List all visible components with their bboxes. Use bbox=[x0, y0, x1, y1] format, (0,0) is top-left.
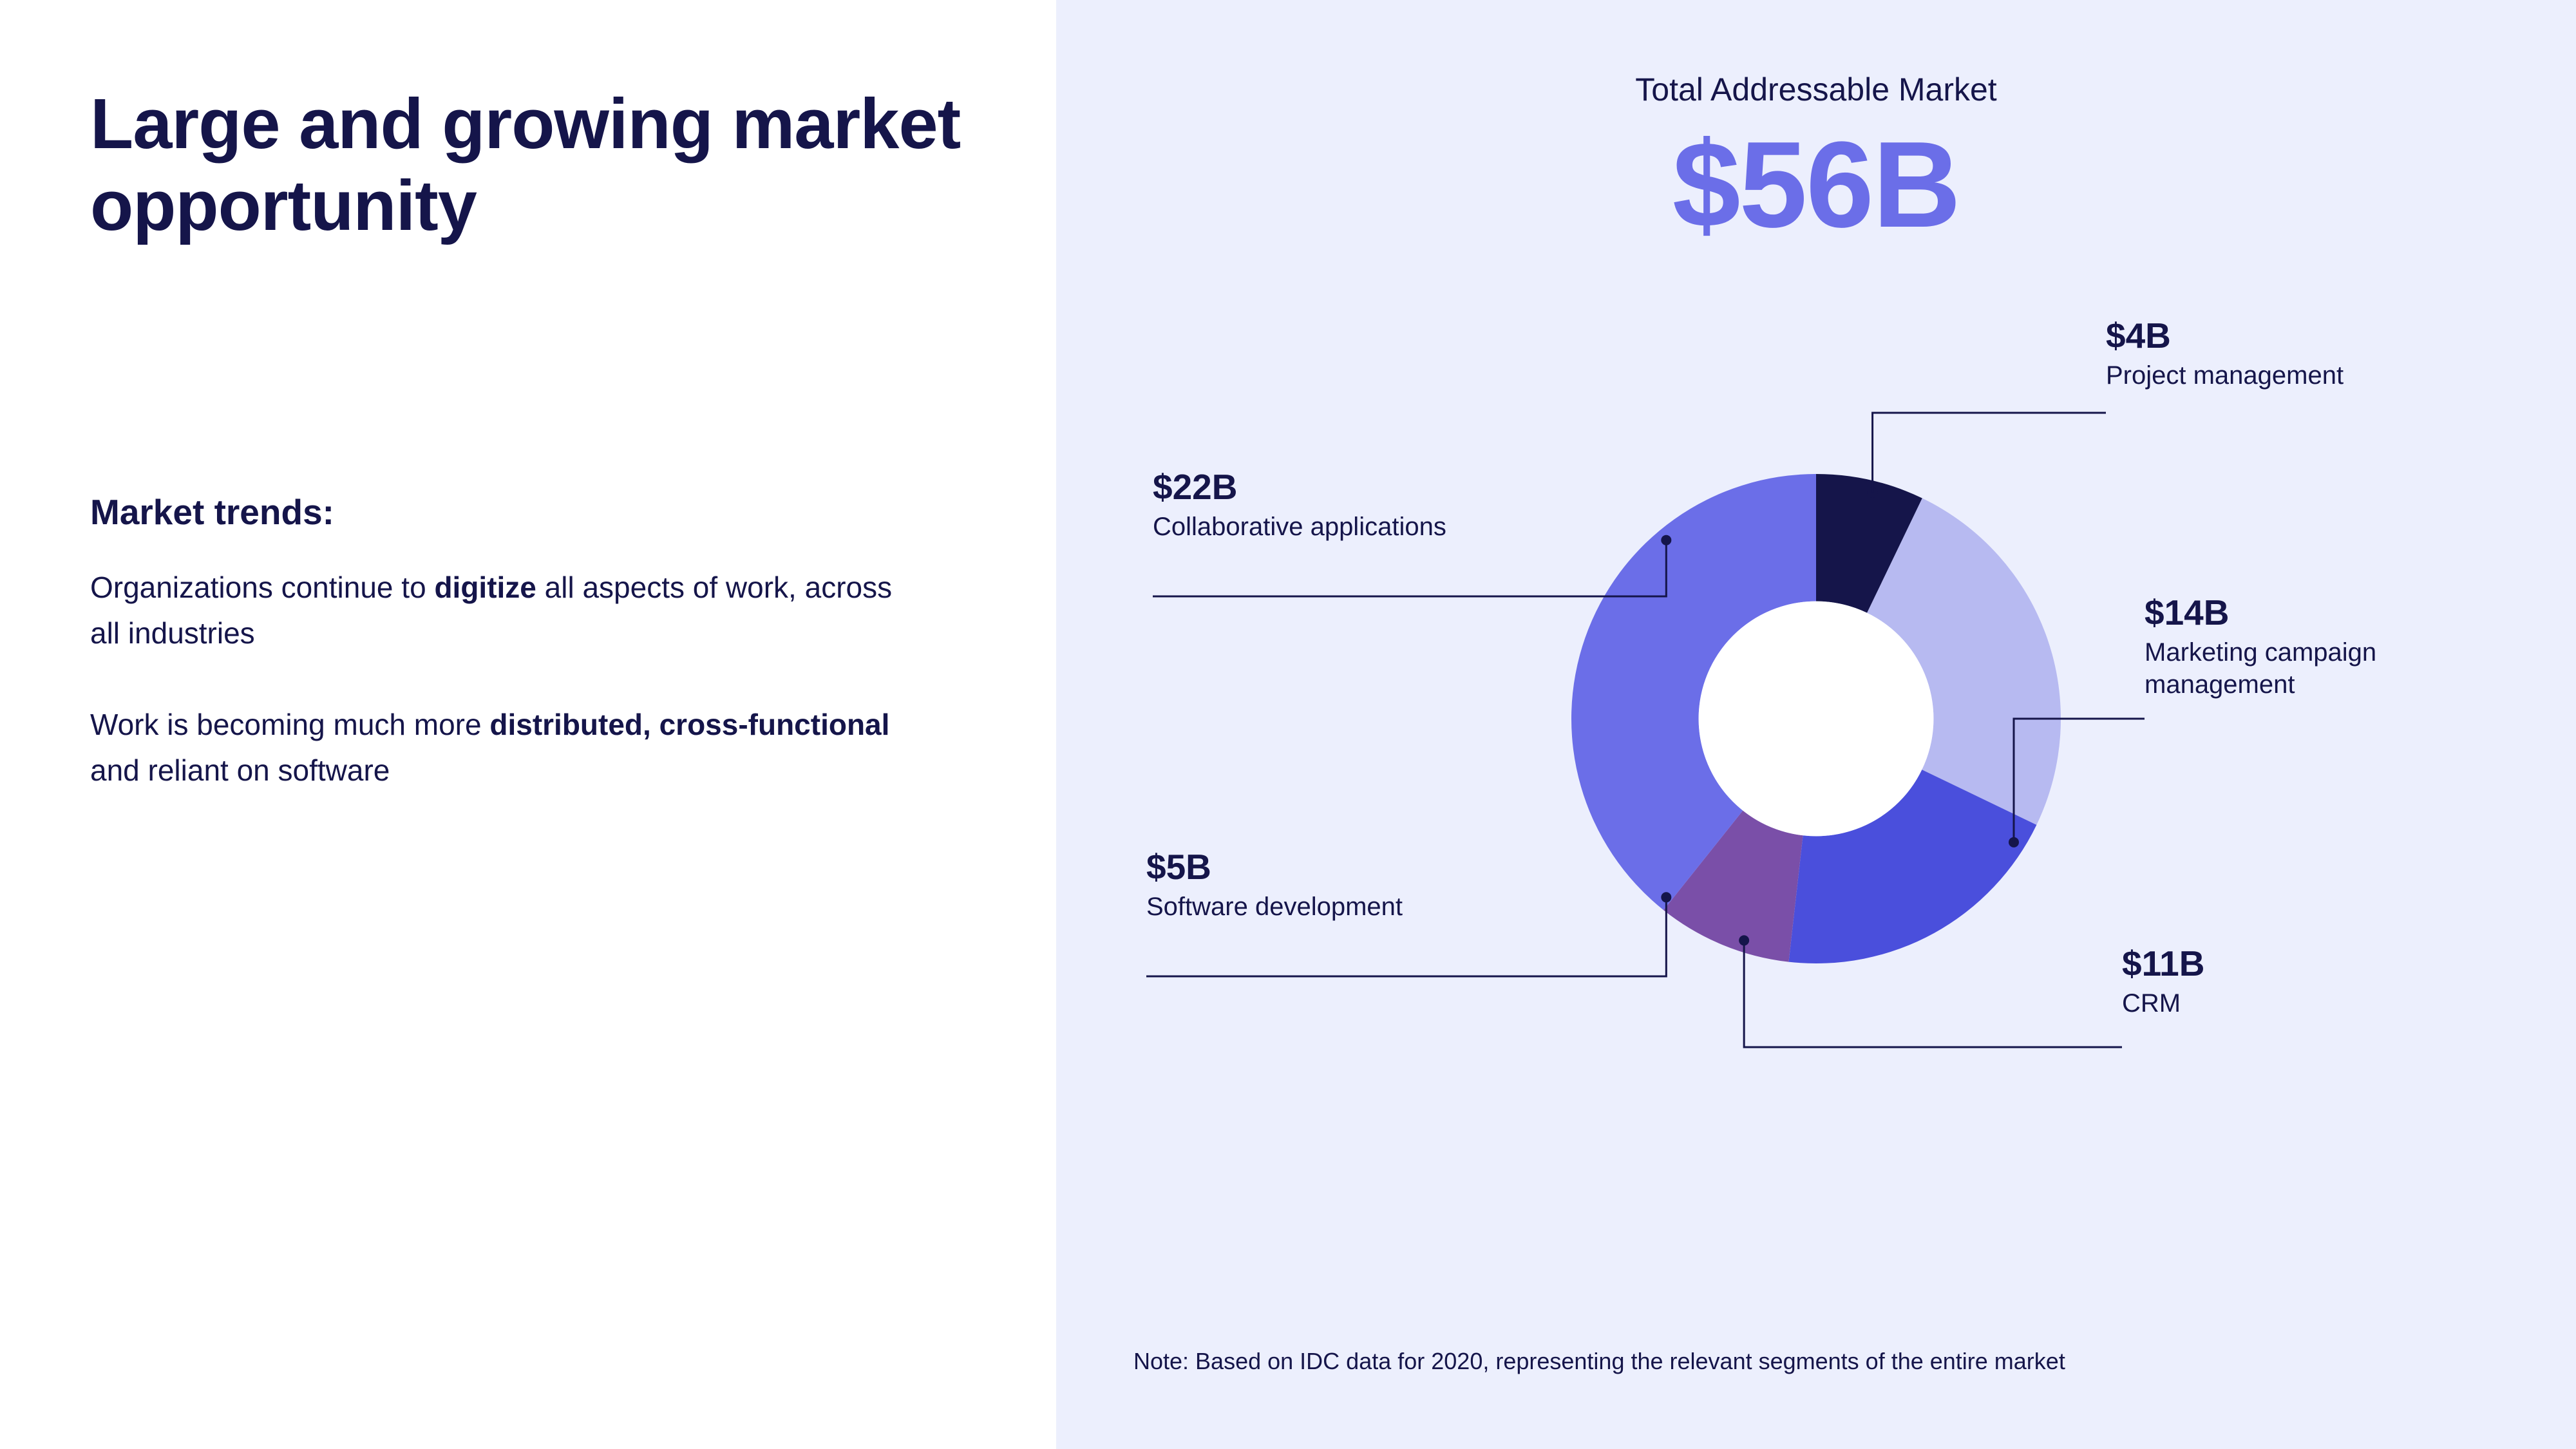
callout-value: $4B bbox=[2106, 316, 2467, 355]
leader-line bbox=[1873, 413, 2106, 493]
footnote: Note: Based on IDC data for 2020, repres… bbox=[1133, 1348, 2518, 1375]
donut-chart: $4B Project management $14B Marketing campa… bbox=[1114, 268, 2518, 1170]
callout-crm: $11B CRM bbox=[2122, 944, 2444, 1019]
callout-label: Software development bbox=[1146, 891, 1455, 923]
trends-list: Organizations continue to digitize all a… bbox=[90, 565, 992, 793]
callout-label: Project management bbox=[2106, 359, 2467, 392]
callout-value: $22B bbox=[1153, 468, 1462, 507]
tam-label: Total Addressable Market bbox=[1114, 71, 2518, 108]
leader-line bbox=[1153, 540, 1666, 596]
callout-value: $14B bbox=[2145, 593, 2505, 632]
page-title: Large and growing market opportunity bbox=[90, 84, 992, 247]
callout-label: CRM bbox=[2122, 987, 2444, 1019]
slide: Large and growing market opportunity Mar… bbox=[0, 0, 2576, 1449]
callout-pm: $4B Project management bbox=[2106, 316, 2467, 392]
callout-value: $11B bbox=[2122, 944, 2444, 983]
callout-mcm: $14B Marketing campaign management bbox=[2145, 593, 2505, 701]
right-panel: Total Addressable Market $56B $4B Project… bbox=[1056, 0, 2576, 1449]
trends-heading: Market trends: bbox=[90, 491, 992, 533]
callout-label: Marketing campaign management bbox=[2145, 636, 2505, 701]
trend-item: Work is becoming much more distributed, … bbox=[90, 702, 927, 794]
callout-collab: $22B Collaborative applications bbox=[1153, 468, 1462, 543]
donut-svg bbox=[1114, 268, 2518, 1170]
callout-label: Collaborative applications bbox=[1153, 511, 1462, 543]
callout-value: $5B bbox=[1146, 848, 1455, 887]
left-panel: Large and growing market opportunity Mar… bbox=[0, 0, 1056, 1449]
donut-center bbox=[1699, 601, 1934, 837]
trend-item: Organizations continue to digitize all a… bbox=[90, 565, 927, 657]
callout-swdev: $5B Software development bbox=[1146, 848, 1455, 923]
tam-value: $56B bbox=[1114, 115, 2518, 255]
